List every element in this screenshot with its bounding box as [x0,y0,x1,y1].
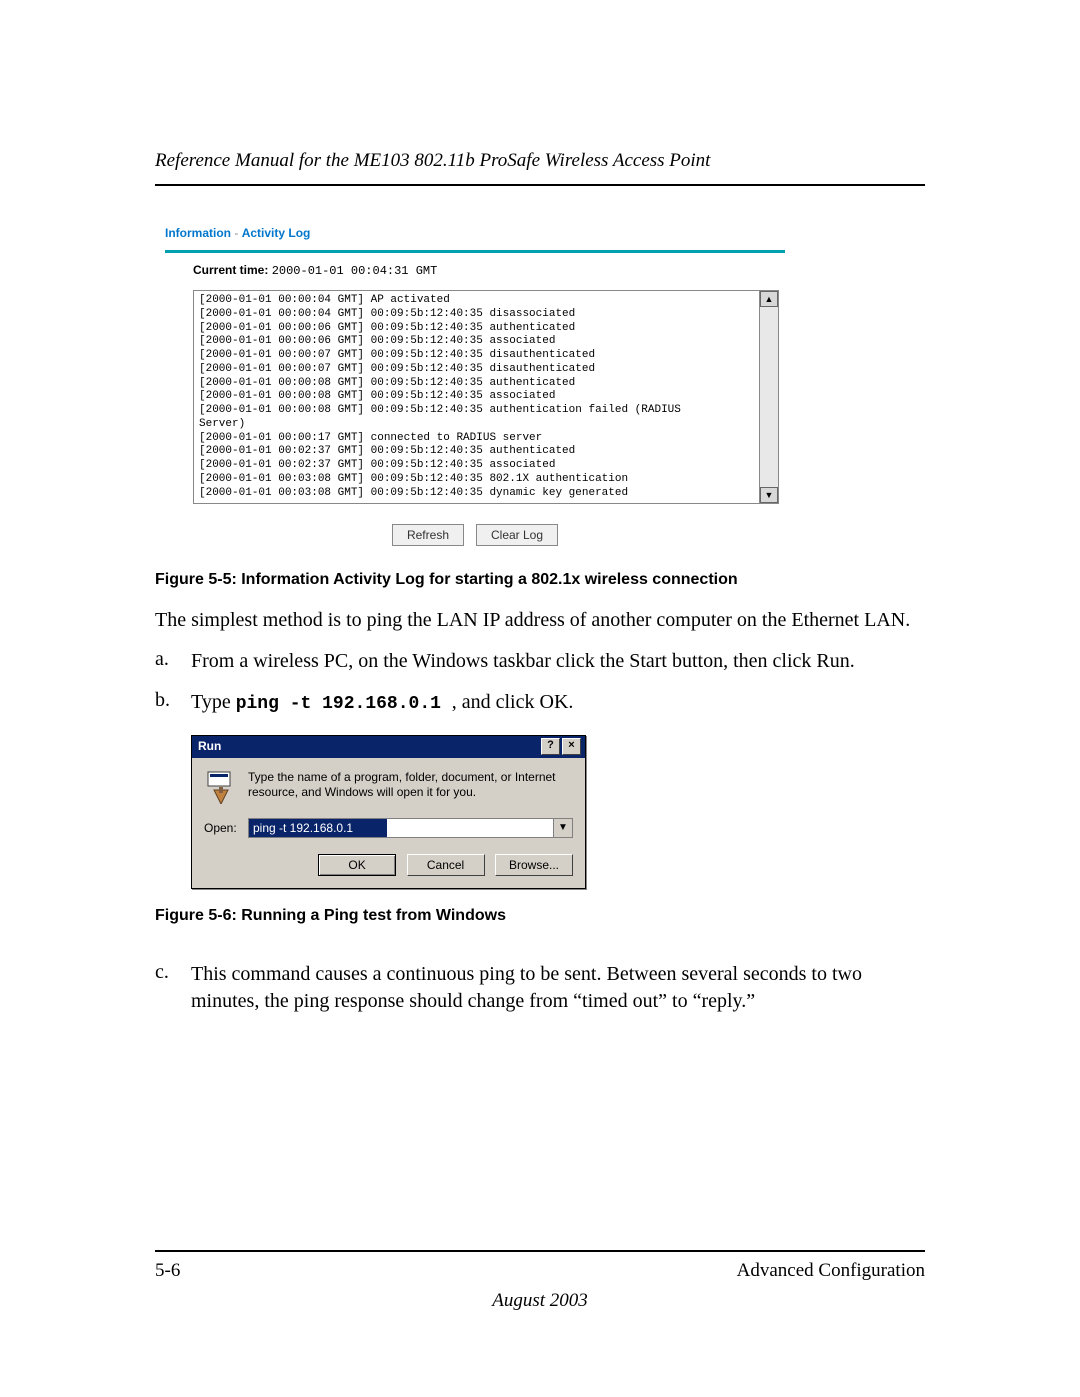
step-c: c. This command causes a continuous ping… [155,961,925,1015]
run-dialog-titlebar: Run ? × [192,736,585,758]
body-paragraph-1: The simplest method is to ping the LAN I… [155,607,925,634]
current-time-value: 2000-01-01 00:04:31 GMT [272,264,438,278]
run-dialog: Run ? × Type the name of a program, fold… [191,735,586,889]
page-footer: 5-6 Advanced Configuration August 2003 [155,1250,925,1312]
help-button[interactable]: ? [541,738,560,755]
current-time-label: Current time: [193,263,268,277]
al-title-right: Activity Log [242,226,311,240]
browse-button[interactable]: Browse... [495,854,573,876]
step-b-text: Type ping -t 192.168.0.1 , and click OK. [191,689,925,716]
clear-log-button[interactable]: Clear Log [476,524,558,546]
step-a: a. From a wireless PC, on the Windows ta… [155,648,925,675]
step-b: b. Type ping -t 192.168.0.1 , and click … [155,689,925,716]
scroll-down-icon[interactable]: ▼ [760,487,778,503]
running-header: Reference Manual for the ME103 802.11b P… [155,150,925,186]
step-b-marker: b. [155,689,191,716]
run-icon [204,770,238,804]
scroll-up-icon[interactable]: ▲ [760,291,778,307]
step-c-marker: c. [155,961,191,1015]
al-title-dash: - [234,226,241,240]
step-b-post: , and click OK. [452,691,574,713]
activity-log-scrollbar[interactable]: ▲ ▼ [760,290,779,504]
step-a-marker: a. [155,648,191,675]
dropdown-icon[interactable]: ▼ [553,818,573,838]
ok-button[interactable]: OK [318,854,396,876]
step-a-text: From a wireless PC, on the Windows taskb… [191,648,925,675]
step-c-text: This command causes a continuous ping to… [191,961,925,1015]
open-field-value[interactable]: ping -t 192.168.0.1 [248,818,387,838]
activity-log-textarea[interactable]: [2000-01-01 00:00:04 GMT] AP activated [… [193,290,760,504]
activity-log-time: Current time: 2000-01-01 00:04:31 GMT [193,263,785,278]
close-button[interactable]: × [562,738,581,755]
refresh-button[interactable]: Refresh [392,524,464,546]
page-number: 5-6 [155,1260,180,1282]
cancel-button[interactable]: Cancel [407,854,485,876]
open-label: Open: [204,821,248,835]
activity-log-title: Information - Activity Log [165,226,785,240]
figure-5-5-caption: Figure 5-5: Information Activity Log for… [155,571,925,589]
step-b-pre: Type [191,691,236,713]
al-title-left: Information [165,226,231,240]
figure-5-6-caption: Figure 5-6: Running a Ping test from Win… [155,907,925,925]
footer-date: August 2003 [155,1290,925,1312]
open-combobox[interactable]: ping -t 192.168.0.1 ▼ [248,818,573,838]
activity-log-rule [165,250,785,253]
run-dialog-description: Type the name of a program, folder, docu… [248,770,573,800]
activity-log-panel: Information - Activity Log Current time:… [165,226,785,546]
step-b-command: ping -t 192.168.0.1 [236,694,452,714]
section-name: Advanced Configuration [737,1260,925,1282]
run-dialog-title: Run [198,739,221,753]
